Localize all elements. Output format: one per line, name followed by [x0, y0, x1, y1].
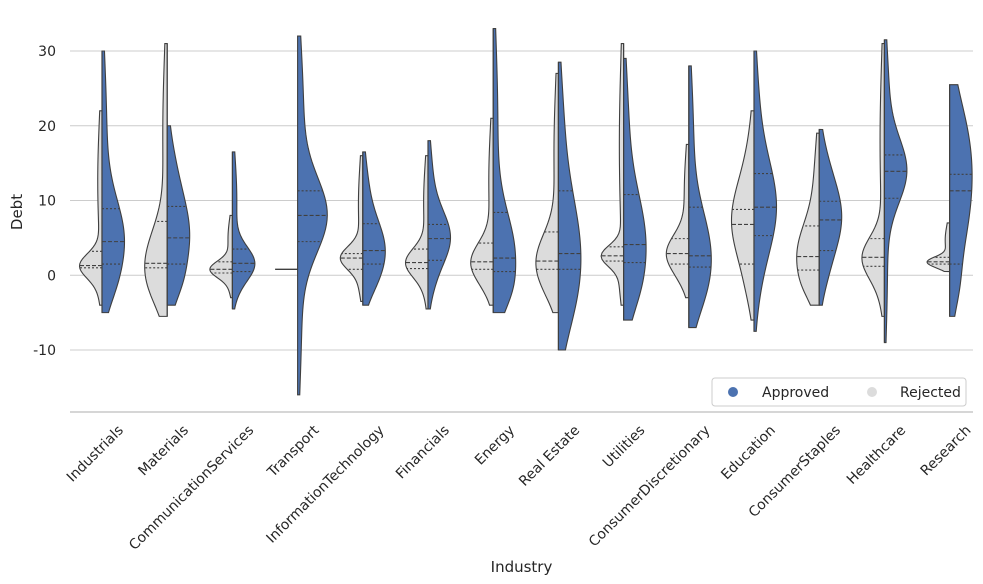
- violins: [78, 28, 973, 396]
- x-tick-label: ConsumerDiscretionary: [586, 423, 714, 551]
- violin-rejected-consumerstaples: [796, 132, 820, 306]
- legend-label-rejected: Rejected: [900, 385, 961, 401]
- legend-label-approved: Approved: [762, 385, 829, 401]
- x-tick-label: CommunicationServices: [126, 423, 257, 554]
- x-tick-label: Research: [918, 423, 975, 480]
- violin-rejected-real-estate: [535, 72, 559, 314]
- violin-approved-communicationservices: [231, 151, 256, 310]
- x-tick-label: Financials: [393, 423, 453, 483]
- x-tick-label: Energy: [472, 423, 518, 469]
- x-axis-title: Industry: [491, 558, 553, 576]
- violin-approved-financials: [427, 140, 452, 310]
- x-tick-label: Industrials: [64, 423, 127, 486]
- violin-rejected-industrials: [78, 110, 103, 306]
- legend-marker-approved: [728, 387, 738, 397]
- violin-rejected-consumerdiscretionary: [665, 143, 690, 299]
- violin-rejected-communicationservices: [209, 214, 233, 299]
- violin-rejected-materials: [144, 42, 168, 317]
- violin-rejected-informationtechnology: [339, 155, 364, 302]
- violin-rejected-financials: [404, 155, 429, 310]
- violin-approved-utilities: [623, 57, 647, 321]
- violin-approved-energy: [492, 28, 517, 314]
- violin-approved-consumerstaples: [818, 128, 843, 306]
- x-tick-label: Real Estate: [516, 423, 583, 490]
- violin-approved-industrials: [101, 50, 126, 314]
- violin-approved-informationtechnology: [362, 151, 386, 306]
- violin-approved-materials: [166, 125, 191, 306]
- y-tick-label: 20: [38, 119, 56, 135]
- violin-approved-education: [753, 50, 778, 332]
- x-tick-labels: Industrials MaterialsCommunicationService…: [64, 422, 974, 553]
- violin-approved-real-estate: [557, 61, 582, 351]
- legend-marker-rejected: [867, 387, 877, 397]
- x-tick-label: Transport: [264, 422, 323, 481]
- y-tick-label: 30: [38, 44, 56, 60]
- violin-rejected-education: [730, 110, 755, 321]
- y-tick-label: -10: [33, 343, 56, 359]
- legend: Approved Rejected: [711, 377, 967, 407]
- legend-box: [711, 377, 967, 407]
- violin-rejected-energy: [470, 117, 494, 306]
- y-axis-title: Debt: [8, 194, 26, 230]
- violin-approved-healthcare: [883, 39, 908, 344]
- violin-approved-consumerdiscretionary: [688, 65, 712, 329]
- x-tick-label: Materials: [135, 423, 192, 480]
- x-tick-label: Healthcare: [844, 423, 909, 488]
- y-tick-label: 10: [38, 194, 56, 210]
- violin-approved-research: [949, 84, 973, 317]
- violin-rejected-utilities: [600, 42, 625, 306]
- x-tick-label: Education: [718, 423, 779, 484]
- y-tick-label: 0: [47, 268, 56, 284]
- violin-rejected-research: [926, 222, 951, 273]
- y-tick-labels: -10 0 10 20 30: [33, 44, 56, 359]
- x-tick-label: InformationTechnology: [264, 423, 388, 547]
- violin-rejected-healthcare: [861, 42, 885, 317]
- x-tick-label: Utilities: [600, 423, 649, 472]
